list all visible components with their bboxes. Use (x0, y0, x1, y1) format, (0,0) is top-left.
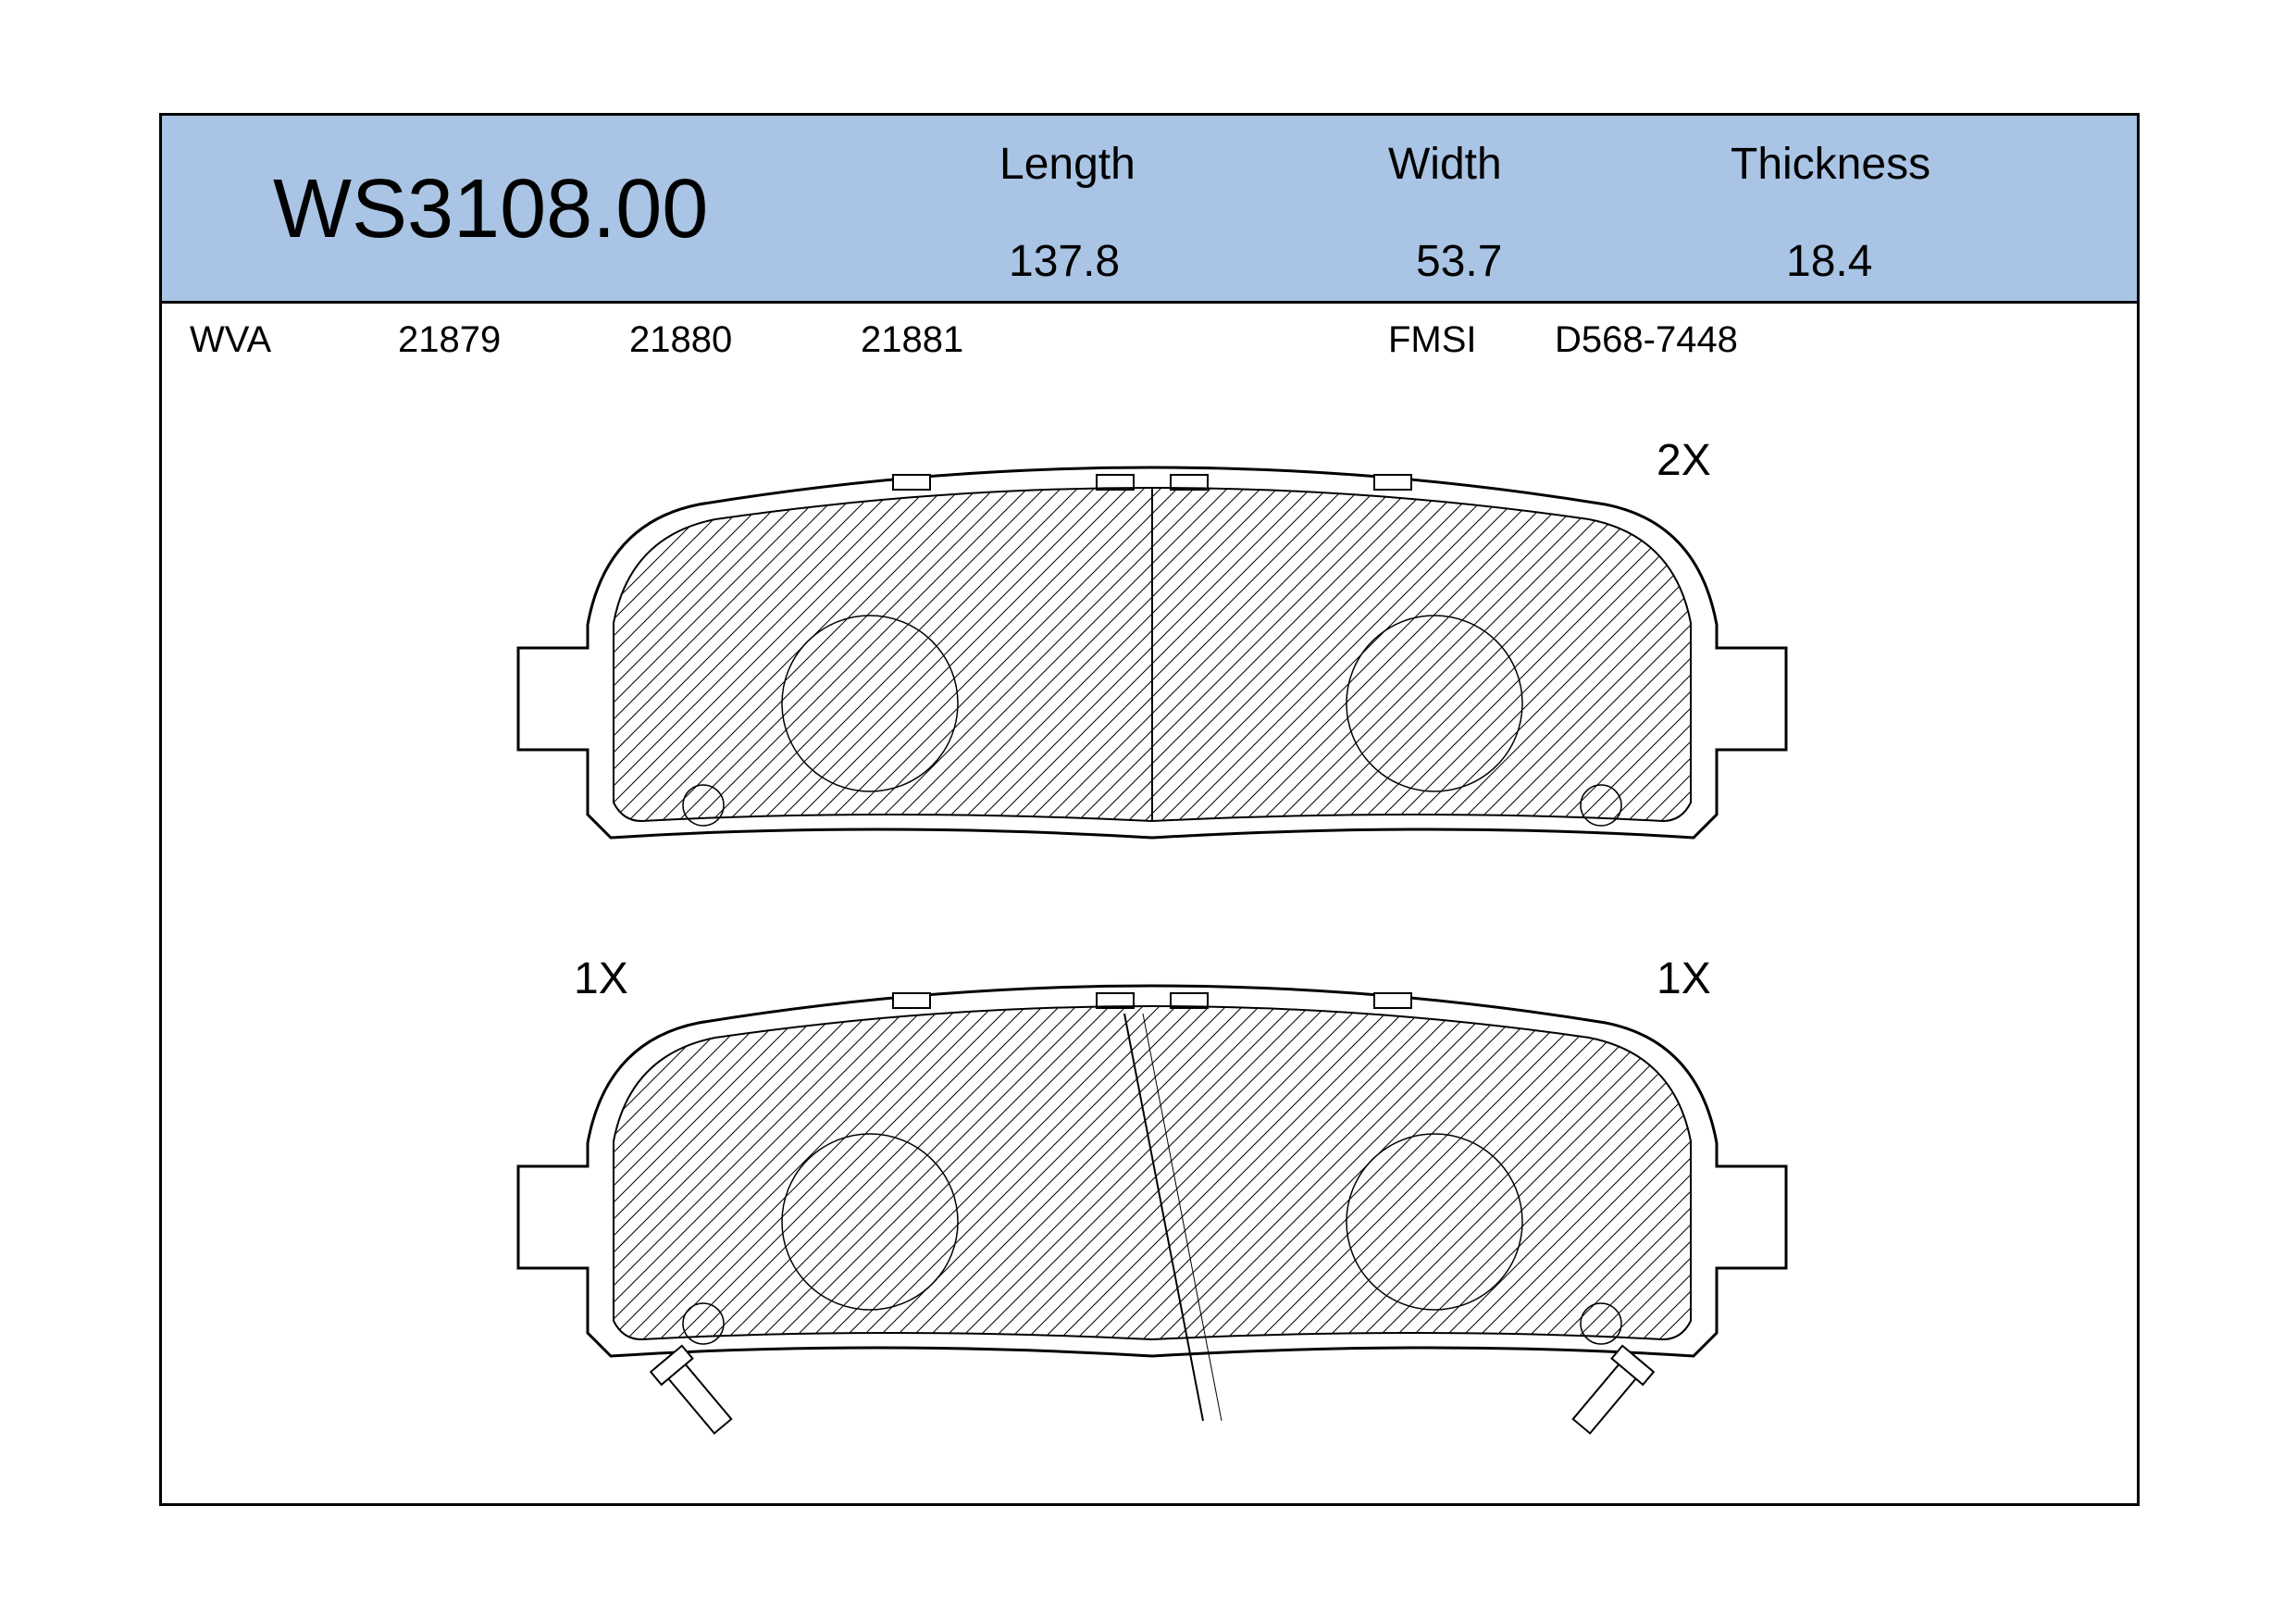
wva-value-1: 21880 (629, 319, 732, 361)
wva-value-2: 21881 (861, 319, 963, 361)
fmsi-label: FMSI (1388, 319, 1477, 361)
qty-2x-top: 2X (1657, 435, 1711, 486)
dim-value-width: 53.7 (1416, 236, 1502, 287)
qty-1x-left: 1X (574, 953, 628, 1004)
wva-value-0: 21879 (398, 319, 501, 361)
dim-value-length: 137.8 (1009, 236, 1120, 287)
wva-label: WVA (190, 319, 271, 361)
dim-label-length: Length (999, 139, 1136, 190)
dim-label-width: Width (1388, 139, 1502, 190)
dim-value-thickness: 18.4 (1786, 236, 1872, 287)
qty-1x-right: 1X (1657, 953, 1711, 1004)
header-divider (162, 301, 2137, 304)
dim-label-thickness: Thickness (1731, 139, 1930, 190)
part-number: WS3108.00 (273, 162, 708, 257)
fmsi-value: D568-7448 (1555, 319, 1738, 361)
